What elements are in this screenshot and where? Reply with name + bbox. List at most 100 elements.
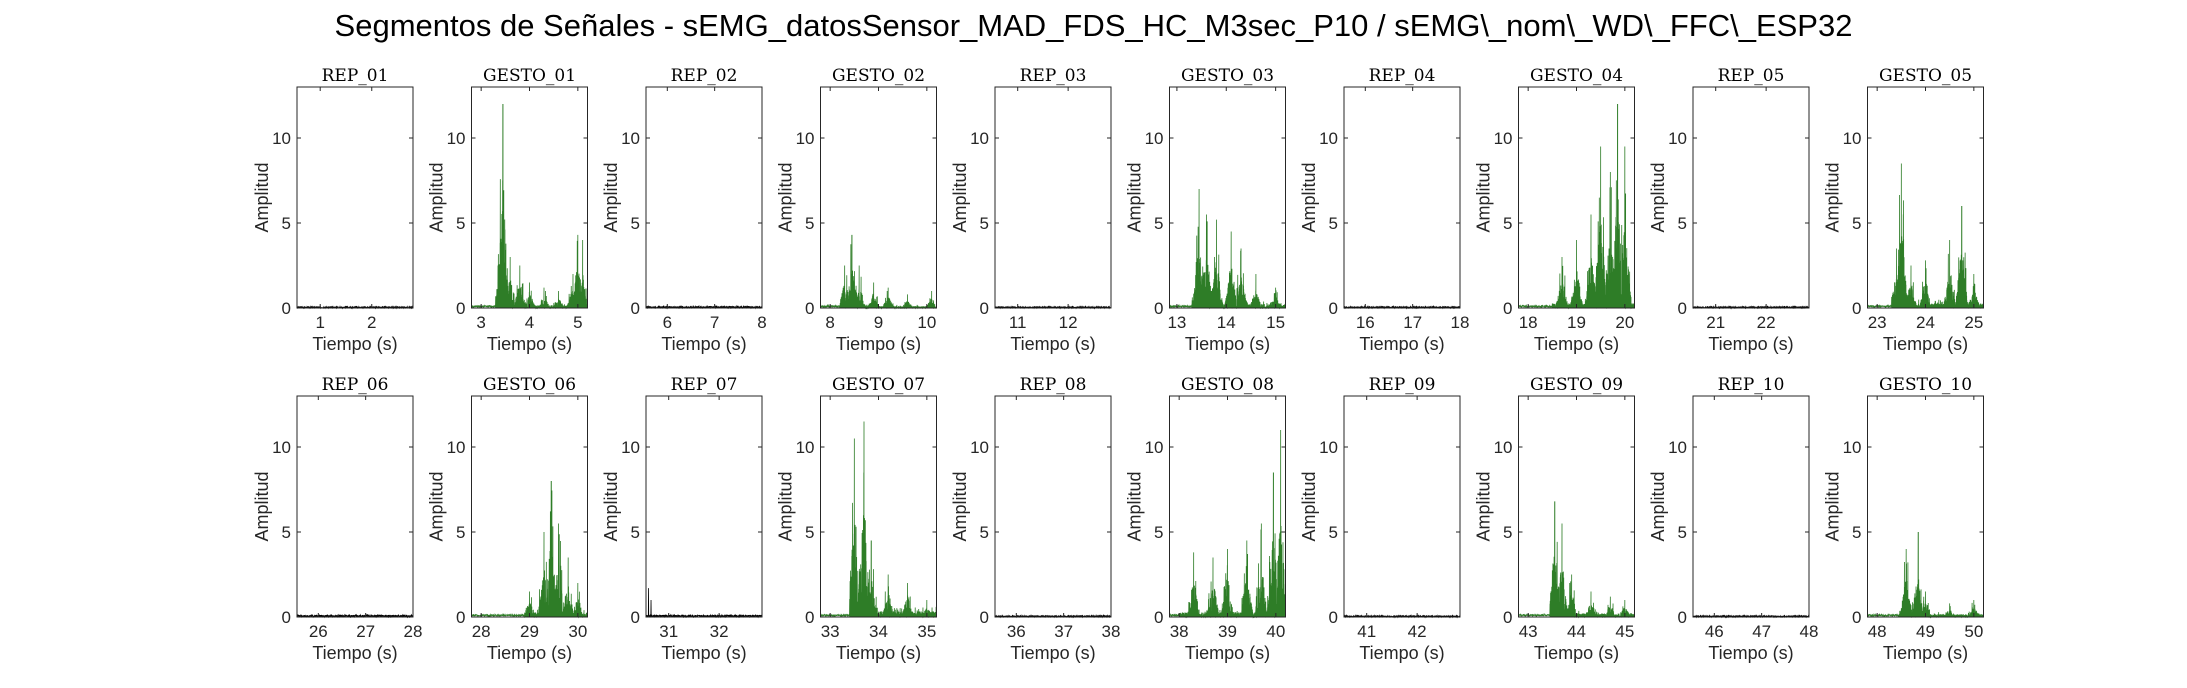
y-axis-label: Amplitud (1823, 162, 1843, 232)
x-axis-label: Tiempo (s) (836, 643, 921, 663)
panel-title: REP_03 (1020, 66, 1087, 86)
subplot-rep-01: 0 5 10 1 2 REP_01 Tiempo (s) Amplitud (252, 66, 414, 354)
panel-title: GESTO_06 (483, 375, 576, 395)
y-tick-label: 0 (805, 299, 814, 318)
x-axis-label: Tiempo (s) (1359, 334, 1444, 354)
y-axis-label: Amplitud (1474, 162, 1494, 232)
subplot-rep-02: 0 5 10 6 7 8 REP_02 Tiempo (s) Amplitud (601, 66, 767, 354)
y-axis-label: Amplitud (1648, 471, 1668, 541)
axes-box (1343, 395, 1461, 618)
x-tick-label: 29 (520, 622, 539, 641)
y-tick-label: 0 (1154, 299, 1163, 318)
x-tick-label: 30 (568, 622, 587, 641)
y-axis-label: Amplitud (1823, 471, 1843, 541)
x-axis-label: Tiempo (s) (1883, 334, 1968, 354)
y-tick-label: 5 (631, 214, 640, 233)
subplot-gesto-07: 0 5 10 33 34 35 GESTO_07 Tiempo (s) Amplitud (776, 375, 937, 663)
y-tick-label: 10 (447, 129, 466, 148)
y-axis-label: Amplitud (776, 162, 796, 232)
signal-trace-gesture (1169, 429, 1286, 619)
subplot-gesto-08: 0 5 10 38 39 40 GESTO_08 Tiempo (s) Amplitud (1125, 375, 1286, 663)
x-axis-label: Tiempo (s) (312, 643, 397, 663)
x-tick-label: 13 (1167, 313, 1186, 332)
x-axis-label: Tiempo (s) (661, 643, 746, 663)
y-tick-label: 5 (282, 523, 291, 542)
x-tick-label: 18 (1451, 313, 1470, 332)
y-tick-label: 0 (282, 608, 291, 627)
y-tick-label: 10 (621, 438, 640, 457)
axes-box (296, 86, 414, 309)
x-axis-label: Tiempo (s) (1359, 643, 1444, 663)
y-tick-label: 5 (282, 214, 291, 233)
subplot-rep-05: 0 5 10 21 22 REP_05 Tiempo (s) Amplitud (1648, 66, 1810, 354)
x-axis-label: Tiempo (s) (836, 334, 921, 354)
y-tick-label: 10 (1668, 129, 1687, 148)
y-tick-label: 5 (980, 523, 989, 542)
x-tick-label: 27 (356, 622, 375, 641)
y-axis-label: Amplitud (776, 471, 796, 541)
y-tick-label: 0 (980, 299, 989, 318)
axes-box (820, 86, 937, 309)
x-tick-label: 46 (1705, 622, 1724, 641)
signal-trace-rest (296, 305, 414, 310)
x-tick-label: 21 (1706, 313, 1725, 332)
x-tick-label: 17 (1403, 313, 1422, 332)
panel-title: GESTO_01 (483, 66, 576, 86)
y-tick-label: 10 (796, 129, 815, 148)
x-tick-label: 48 (1868, 622, 1887, 641)
y-tick-label: 10 (272, 438, 291, 457)
x-tick-label: 28 (404, 622, 423, 641)
x-tick-label: 11 (1009, 313, 1027, 332)
y-axis-label: Amplitud (1299, 162, 1319, 232)
x-tick-label: 16 (1356, 313, 1375, 332)
x-tick-label: 18 (1519, 313, 1538, 332)
signal-trace-gesture (471, 103, 588, 310)
y-tick-label: 10 (1668, 438, 1687, 457)
y-axis-label: Amplitud (1299, 471, 1319, 541)
y-tick-label: 5 (1329, 214, 1338, 233)
y-tick-label: 5 (456, 214, 465, 233)
y-tick-label: 0 (1503, 299, 1512, 318)
panel-title: REP_08 (1020, 375, 1087, 395)
x-tick-label: 10 (917, 313, 936, 332)
x-axis-label: Tiempo (s) (1010, 334, 1095, 354)
y-tick-label: 10 (1319, 438, 1338, 457)
x-tick-label: 35 (917, 622, 936, 641)
y-tick-label: 0 (282, 299, 291, 318)
y-tick-label: 5 (1503, 523, 1512, 542)
signal-trace-gesture (820, 421, 937, 619)
x-tick-label: 7 (710, 313, 719, 332)
y-tick-label: 10 (1843, 129, 1862, 148)
signal-trace-rest (994, 614, 1112, 619)
y-tick-label: 0 (1329, 608, 1338, 627)
x-tick-label: 20 (1615, 313, 1634, 332)
axes-box (994, 86, 1112, 309)
panel-title: GESTO_08 (1181, 375, 1274, 395)
x-tick-label: 36 (1007, 622, 1026, 641)
y-tick-label: 5 (1852, 523, 1861, 542)
x-tick-label: 41 (1357, 622, 1376, 641)
subplot-gesto-09: 0 5 10 43 44 45 GESTO_09 Tiempo (s) Amplitud (1474, 375, 1635, 663)
y-tick-label: 0 (805, 608, 814, 627)
y-axis-label: Amplitud (950, 162, 970, 232)
x-tick-label: 25 (1964, 313, 1983, 332)
x-axis-label: Tiempo (s) (487, 334, 572, 354)
y-tick-label: 5 (1678, 523, 1687, 542)
y-axis-label: Amplitud (252, 471, 272, 541)
y-tick-label: 0 (1678, 608, 1687, 627)
figure-title: Segmentos de Señales - sEMG_datosSensor_… (334, 8, 1853, 43)
subplot-rep-06: 0 5 10 26 27 28 REP_06 Tiempo (s) Amplitud (252, 375, 422, 663)
subplot-gesto-02: 0 5 10 8 9 10 GESTO_02 Tiempo (s) Amplitud (776, 66, 937, 354)
x-axis-label: Tiempo (s) (1010, 643, 1095, 663)
y-tick-label: 5 (980, 214, 989, 233)
x-tick-label: 12 (1059, 313, 1078, 332)
subplot-rep-09: 0 5 10 41 42 REP_09 Tiempo (s) Amplitud (1299, 375, 1461, 663)
y-axis-label: Amplitud (1648, 162, 1668, 232)
subplot-gesto-04: 0 5 10 18 19 20 GESTO_04 Tiempo (s) Amplitud (1474, 66, 1635, 354)
x-tick-label: 37 (1054, 622, 1073, 641)
y-tick-label: 5 (631, 523, 640, 542)
x-tick-label: 33 (821, 622, 840, 641)
subplot-gesto-03: 0 5 10 13 14 15 GESTO_03 Tiempo (s) Amplitud (1125, 66, 1286, 354)
x-tick-label: 40 (1266, 622, 1285, 641)
x-tick-label: 24 (1916, 313, 1935, 332)
